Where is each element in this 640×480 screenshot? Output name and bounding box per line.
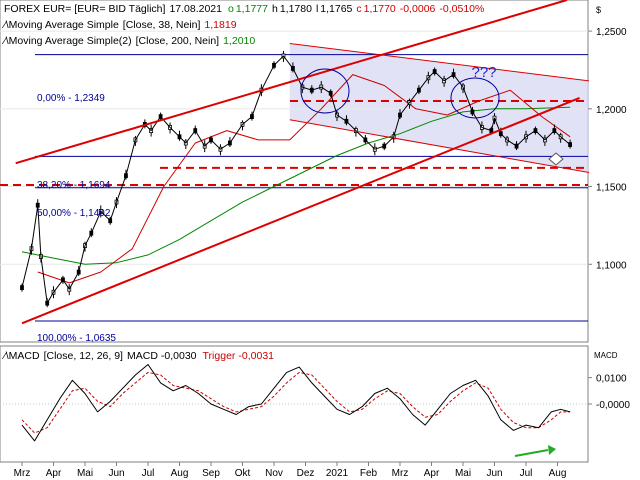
- header-change-pct: -0,0510%: [439, 3, 484, 15]
- diamond-marker: [548, 152, 564, 166]
- macd-series: [0, 364, 588, 442]
- x-tick-label-2: Mai: [77, 468, 93, 479]
- macd-arrow-head: [548, 445, 556, 455]
- price-series: [20, 50, 572, 308]
- price-close-line: [21, 55, 571, 304]
- header-l-label: l: [316, 3, 318, 15]
- price-tick-label-3: 1,1000: [596, 260, 627, 271]
- legend-ma200-label: Moving Average Simple(2): [9, 35, 132, 47]
- macd-trigger-label: Trigger: [203, 350, 236, 362]
- x-axis: Mrz Apr Mai Jun Jul Aug Sep Okt Nov Dez 2021 Feb Mrz…: [14, 462, 567, 479]
- legend-ma200-value: 1,2010: [223, 35, 255, 47]
- price-tick-label-2: 1,1500: [596, 183, 627, 194]
- x-tick-label-5: Aug: [171, 468, 189, 479]
- fib-label-100: 100,00% - 1,0635: [37, 333, 116, 344]
- header-o-label: o: [228, 3, 234, 15]
- svg-text:⁄\Moving Average Simple[Close,: ⁄\Moving Average Simple [Close, 38, Nein]…: [1, 19, 237, 31]
- x-tick-label-3: Jun: [108, 468, 124, 479]
- macd-params: [Close, 12, 26, 9]: [44, 350, 123, 362]
- triangle-lower-line: [289, 119, 590, 174]
- legend-ma38-value: 1,1819: [204, 19, 236, 31]
- macd-legend: ⁄\MACD [Close, 12, 26, 9] MACD -0,0030 Trigg…: [1, 350, 618, 362]
- trigger-line: [21, 371, 571, 434]
- trend-lines: [15, 0, 590, 325]
- fib-label-38: 38,20% - 1,1694: [37, 180, 111, 191]
- legend-ma200-params: [Close, 200, Nein]: [136, 35, 220, 47]
- header-c-label: c: [356, 3, 361, 15]
- x-tick-label-8: Nov: [265, 468, 283, 479]
- x-tick-label-7: Okt: [235, 468, 251, 479]
- top-circle-left: [300, 68, 350, 114]
- x-tick-label-4: Jul: [142, 468, 155, 479]
- macd-arrow-shaft: [514, 449, 549, 457]
- x-tick-label-15: Jun: [486, 468, 502, 479]
- header-o-value: 1,1777: [236, 3, 268, 15]
- moving-averages: [21, 74, 571, 284]
- macd-tick-label-1: -0,0000: [596, 400, 630, 411]
- x-tick-label-6: Sep: [202, 468, 220, 479]
- price-tick-label-1: 1,2000: [596, 105, 627, 116]
- x-tick-label-0: Mrz: [14, 468, 31, 479]
- triangle-area: [289, 43, 589, 173]
- ma200-line: [21, 106, 571, 265]
- price-tick-label-0: 1,2500: [596, 27, 627, 38]
- macd-trigger-value: -0,0031: [238, 350, 274, 362]
- channel-lower-line: [21, 97, 580, 325]
- macd-axis-title: MACD: [594, 351, 618, 360]
- header-change: -0,0006: [400, 3, 436, 15]
- question-annotation: ???: [471, 64, 496, 81]
- channel-upper-line: [15, 0, 568, 165]
- fib-label-0: 0,00% - 1,2349: [37, 93, 105, 104]
- fib-label-50: 50,00% - 1,1492: [37, 208, 111, 219]
- header-h-value: 1,1780: [280, 3, 312, 15]
- price-grid: [0, 30, 588, 265]
- macd-label: MACD: [9, 350, 40, 362]
- x-tick-label-16: Jul: [520, 468, 533, 479]
- x-tick-label-12: Mrz: [392, 468, 409, 479]
- x-tick-label-17: Aug: [549, 468, 567, 479]
- x-tick-label-1: Apr: [46, 468, 62, 479]
- x-tick-label-9: Dez: [297, 468, 315, 479]
- x-tick-label-14: Mai: [455, 468, 471, 479]
- header-l-value: 1,1765: [320, 3, 352, 15]
- triangle-upper-line: [289, 43, 590, 82]
- currency-label: $: [596, 5, 601, 15]
- y-axis: 1,2500 1,2000 1,1500 1,1000 0,0100 -0,0000: [588, 27, 630, 411]
- header-c-value: 1,1770: [364, 3, 396, 15]
- x-tick-label-11: Feb: [360, 468, 378, 479]
- legend-ma38-params: [Close, 38, Nein]: [123, 19, 201, 31]
- macd-line: [21, 364, 571, 442]
- header-instrument: FOREX EUR= [EUR= BID Täglich]: [4, 3, 166, 15]
- x-tick-label-13: Apr: [424, 468, 440, 479]
- svg-text:⁄\MACD[Close, 12, 26, 9]MACD-0: ⁄\MACD [Close, 12, 26, 9] MACD -0,0030 Trigg…: [1, 350, 274, 362]
- ma38-line: [37, 74, 571, 284]
- macd-tick-label-0: 0,0100: [596, 374, 627, 385]
- svg-text:⁄\Moving Average Simple(2)[Clo: ⁄\Moving Average Simple(2) [Close, 200, N…: [1, 35, 255, 47]
- x-tick-label-10: 2021: [326, 468, 349, 479]
- header-legend: FOREX EUR= [EUR= BID Täglich] 17.08.2021 o…: [1, 3, 601, 47]
- macd-value-label: MACD: [127, 350, 158, 362]
- svg-text:FOREX EUR= [EUR= BID Täglich]1: FOREX EUR= [EUR= BID Täglich] 17.08.2021 o…: [4, 3, 484, 15]
- header-date: 17.08.2021: [169, 3, 222, 15]
- triangle-shade: [289, 43, 589, 173]
- legend-ma38-label: Moving Average Simple: [9, 19, 119, 31]
- top-circle-right: [450, 77, 500, 119]
- dashed-levels: [0, 100, 588, 186]
- header-h-label: h: [272, 3, 278, 15]
- macd-value: -0,0030: [161, 350, 197, 362]
